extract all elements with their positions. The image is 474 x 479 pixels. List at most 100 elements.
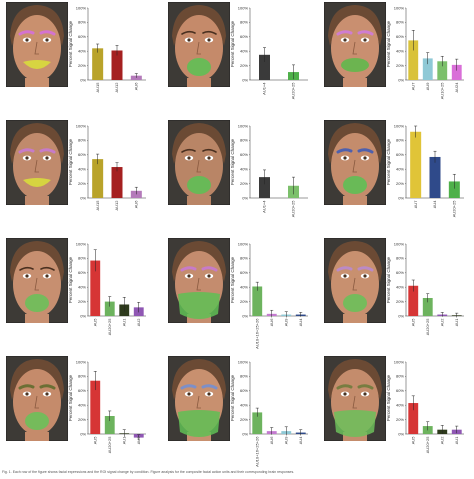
hair — [328, 123, 382, 164]
y-tick-label: 100% — [76, 5, 87, 10]
right-iris — [363, 274, 367, 278]
bar-AU5 — [408, 403, 419, 434]
y-tick-label: 100% — [394, 123, 405, 128]
y-tick-label: 40% — [396, 403, 404, 408]
bar-AU1+4 — [259, 177, 270, 198]
y-tick-label: 40% — [240, 285, 248, 290]
y-tick-label: 0% — [242, 313, 248, 318]
y-tick-label: 40% — [396, 49, 404, 54]
y-axis-label: Percent Signal Change — [386, 138, 391, 185]
y-tick-label: 80% — [240, 374, 248, 379]
x-tick-label: AU20+25 — [107, 436, 112, 454]
x-tick-label: AU9 — [283, 436, 288, 445]
x-tick-label: AU20+25 — [107, 318, 112, 336]
y-tick-label: 60% — [396, 270, 404, 275]
left-eyebrow — [18, 384, 35, 390]
bar-AU10+16+25+26 — [252, 286, 263, 316]
left-iris — [343, 38, 347, 42]
right-eyebrow — [357, 148, 374, 154]
y-tick-label: 0% — [80, 77, 86, 82]
y-tick-label: 20% — [240, 417, 248, 422]
y-tick-label: 20% — [78, 63, 86, 68]
x-tick-label: AU10+25 — [439, 82, 444, 100]
neck — [187, 196, 211, 205]
left-eyebrow — [18, 30, 35, 36]
mouth-overlay — [187, 58, 211, 76]
panel-8: Percent Signal Change 0% 20% 40% 60% 80% 100% A… — [168, 238, 320, 352]
x-tick-label: AU12 — [114, 200, 119, 211]
panel-5: Percent Signal Change 0% 20% 40% 60% 80% 100% A… — [168, 120, 320, 234]
hair — [328, 359, 382, 400]
y-tick-label: 20% — [396, 417, 404, 422]
panel-3: Percent Signal Change 0% 20% 40% 60% 80% 100% A… — [324, 2, 474, 116]
panel-10: Percent Signal Change 0% 20% 40% 60% 80% 100% A… — [6, 356, 158, 470]
panel-4: Percent Signal Change 0% 20% 40% 60% 80% 100% A… — [6, 120, 158, 234]
x-tick-label: AU6 — [269, 318, 274, 327]
hair — [172, 5, 226, 46]
neck — [343, 314, 367, 323]
left-eyebrow — [18, 148, 35, 154]
y-tick-label: 80% — [78, 20, 86, 25]
bar-chart: Percent Signal Change 0% 20% 40% 60% 80% 100% A… — [230, 241, 308, 349]
nose — [352, 41, 357, 55]
bar-AU7 — [408, 40, 419, 80]
x-tick-label: AU1 — [121, 318, 126, 327]
face-photo — [168, 120, 230, 205]
y-tick-label: 40% — [240, 49, 248, 54]
x-tick-label: AU2 — [136, 318, 141, 327]
y-tick-label: 60% — [396, 34, 404, 39]
neck — [25, 196, 49, 205]
left-eyebrow — [336, 384, 353, 390]
bar-chart: Percent Signal Change 0% 20% 40% 60% 80% 100% A… — [68, 123, 146, 211]
y-axis-label: Percent Signal Change — [386, 20, 391, 67]
x-tick-label: AU15 — [95, 200, 100, 211]
panel-1: Percent Signal Change 0% 20% 40% 60% 80% 100% A… — [6, 2, 158, 116]
x-tick-label: AU1 — [454, 436, 459, 445]
right-iris — [363, 392, 367, 396]
bar-AU5 — [408, 285, 419, 316]
panel-7: Percent Signal Change 0% 20% 40% 60% 80% 100% A… — [6, 238, 158, 352]
x-tick-label: AU1 — [121, 436, 126, 445]
right-eyebrow — [201, 266, 218, 272]
bar-chart: Percent Signal Change 0% 20% 40% 60% 80% 100% A… — [68, 359, 146, 454]
y-tick-label: 20% — [240, 63, 248, 68]
face-photo — [168, 356, 230, 441]
x-tick-label: AU10+16+25+26 — [254, 318, 259, 349]
y-axis-label: Percent Signal Change — [68, 138, 73, 185]
y-tick-label: 20% — [78, 299, 86, 304]
neck — [25, 432, 49, 441]
bar-AU12 — [111, 50, 123, 80]
bar-AU20+25 — [422, 298, 433, 316]
neck — [25, 78, 49, 87]
x-tick-label: AU2 — [439, 436, 444, 445]
left-iris — [187, 274, 191, 278]
x-tick-label: AU12 — [114, 82, 119, 93]
left-eyebrow — [336, 30, 353, 36]
hair — [10, 123, 64, 164]
bar-AU5 — [90, 260, 101, 316]
x-tick-label: AU5 — [410, 318, 415, 327]
mouth-overlay — [25, 294, 49, 312]
left-iris — [343, 392, 347, 396]
right-eyebrow — [202, 30, 217, 35]
face-photo — [6, 2, 68, 87]
x-tick-label: AU1 — [454, 318, 459, 327]
x-tick-label: AU2 — [136, 436, 141, 445]
bar-chart: Percent Signal Change 0% 20% 40% 60% 80% 100% A… — [386, 5, 464, 100]
bar-chart: Percent Signal Change 0% 20% 40% 60% 80% 100% A… — [386, 241, 464, 335]
bar-AU5 — [90, 380, 101, 434]
y-axis-label: Percent Signal Change — [230, 138, 235, 185]
bar-AU7 — [410, 131, 422, 198]
y-tick-label: 0% — [80, 195, 86, 200]
left-eyebrow — [181, 148, 196, 153]
y-tick-label: 100% — [394, 5, 405, 10]
face-photo — [168, 2, 230, 87]
y-tick-label: 100% — [238, 5, 249, 10]
right-eyebrow — [202, 148, 217, 153]
y-tick-label: 100% — [394, 359, 405, 364]
bar-chart: Percent Signal Change 0% 20% 40% 60% 80% 100% A… — [230, 5, 308, 99]
x-tick-label: AU24 — [454, 82, 459, 93]
y-tick-label: 100% — [238, 359, 249, 364]
left-eyebrow — [19, 266, 34, 271]
nose — [34, 41, 39, 55]
